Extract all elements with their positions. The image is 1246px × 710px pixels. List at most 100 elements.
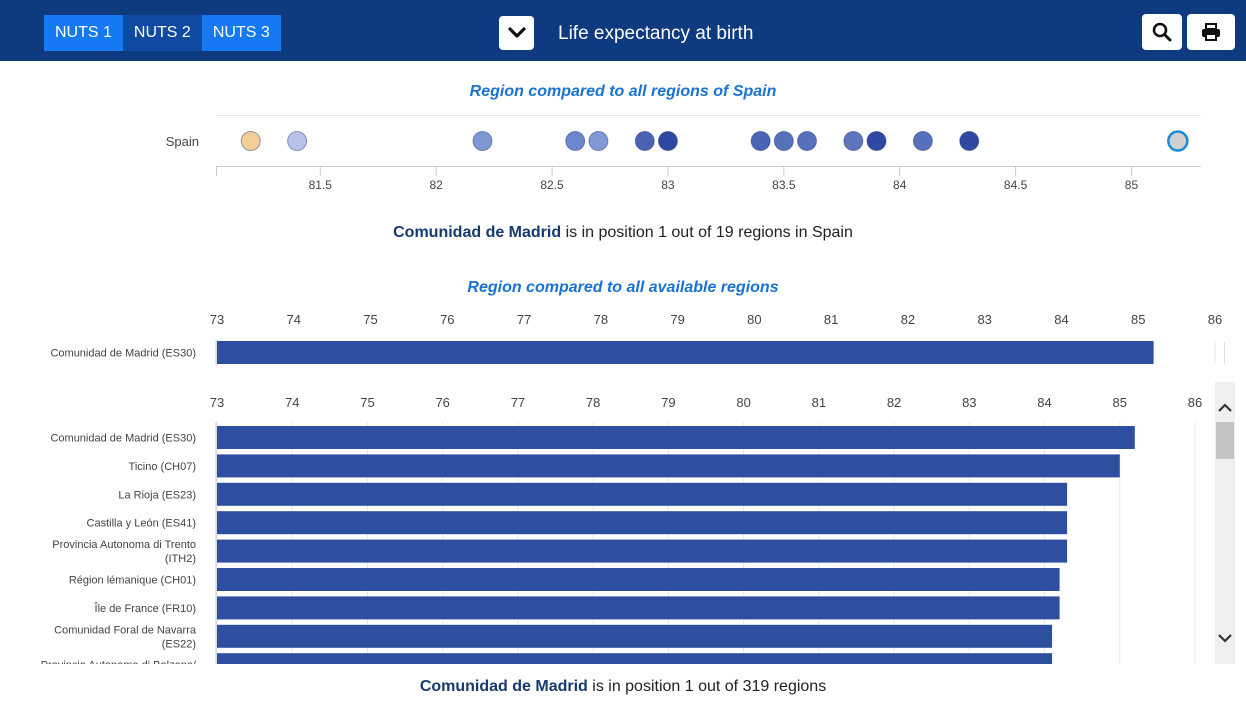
data-bar: [217, 511, 1068, 535]
category-label: Comunidad de Madrid (ES30): [50, 348, 196, 360]
x-tick-label: 82: [429, 178, 443, 192]
ranking-scrollbar[interactable]: [1215, 382, 1235, 664]
all-regions-position-text: Comunidad de Madrid is in position 1 out…: [0, 678, 1246, 696]
nuts-1-button[interactable]: NUTS 1: [44, 15, 123, 51]
data-point: [959, 131, 980, 151]
x-tick-label: 84.5: [1004, 178, 1028, 192]
x-tick-label: 83.5: [772, 178, 796, 192]
x-tick-label: 82: [887, 395, 901, 410]
x-tick-label: 85: [1131, 312, 1145, 327]
x-tick-label: 78: [594, 312, 608, 327]
all-position-region: Comunidad de Madrid: [419, 678, 588, 695]
x-tick-label: 81.5: [309, 178, 333, 192]
data-bar: [217, 341, 1154, 364]
scroll-up-icon[interactable]: [1215, 398, 1235, 418]
x-tick-label: 76: [435, 395, 449, 410]
x-tick-label: 74: [287, 312, 301, 327]
x-tick-label: 83: [962, 395, 976, 410]
spain-position-region: Comunidad de Madrid: [393, 224, 562, 241]
spain-position-text: Comunidad de Madrid is in position 1 out…: [0, 224, 1246, 242]
scrollbar-thumb[interactable]: [1216, 422, 1234, 459]
category-label: Provincia Autonoma di Bolzano/: [41, 660, 197, 664]
category-label: Comunidad de Madrid (ES30): [50, 433, 196, 445]
data-point: [912, 131, 933, 151]
data-point: [287, 131, 308, 151]
chevron-down-icon: [507, 27, 526, 38]
x-tick-label: 73: [210, 312, 224, 327]
x-tick-label: 77: [511, 395, 525, 410]
category-label: (ES22): [162, 638, 196, 650]
selected-region-bar-chart: 73 74 75 76 77 78 79 80 81 82 83 84 85 86 Comunidad de…: [50, 312, 1225, 365]
indicator-title: Life expectancy at birth: [558, 23, 754, 44]
data-bar: [217, 596, 1060, 620]
data-bar: [217, 568, 1060, 591]
scroll-down-icon[interactable]: [1215, 628, 1235, 648]
spain-position-detail: is in position 1 out of 19 regions in Sp…: [561, 224, 853, 241]
category-label: Spain: [166, 134, 199, 149]
x-tick-label: 74: [285, 395, 299, 410]
data-point: [797, 131, 817, 151]
x-tick-label: 86: [1188, 395, 1202, 410]
category-label: La Rioja (ES23): [118, 489, 196, 501]
category-label: (ITH2): [165, 553, 196, 565]
data-bar: [217, 653, 1053, 664]
x-tick-label: 86: [1208, 312, 1222, 327]
all-regions-title: Region compared to all available regions: [467, 279, 779, 296]
data-point: [866, 131, 887, 151]
x-tick-label: 82: [901, 312, 915, 327]
category-label: Ticino (CH07): [129, 461, 196, 473]
x-tick-label: 78: [586, 395, 600, 410]
category-label: Région lémanique (CH01): [69, 575, 196, 587]
spain-comparison-title: Region compared to all regions of Spain: [469, 83, 777, 100]
data-bar: [217, 454, 1120, 478]
all-position-detail: is in position 1 out of 319 regions: [587, 678, 827, 695]
data-bar: [217, 624, 1053, 648]
x-tick-label: 84: [1054, 312, 1068, 327]
x-tick-label: 76: [440, 312, 454, 327]
data-point: [773, 131, 794, 151]
data-point: [472, 131, 493, 151]
x-tick-label: 83: [661, 178, 675, 192]
category-label: Provincia Autonoma di Trento: [52, 539, 196, 551]
x-tick-label: 79: [670, 312, 684, 327]
indicator-dropdown-button[interactable]: [499, 16, 534, 50]
data-point: [565, 131, 586, 151]
x-tick-label: 81: [812, 395, 826, 410]
x-tick-label: 80: [736, 395, 750, 410]
x-tick-label: 81: [824, 312, 838, 327]
x-tick-label: 84: [893, 178, 907, 192]
search-icon: [1152, 22, 1172, 42]
data-point: [240, 131, 261, 151]
data-point: [750, 131, 771, 151]
x-tick-label: 80: [747, 312, 761, 327]
data-point: [634, 131, 655, 151]
data-point: [657, 131, 678, 151]
nuts-2-button[interactable]: NUTS 2: [122, 15, 202, 51]
category-label: Comunidad Foral de Navarra: [54, 624, 197, 636]
x-tick-label: 75: [363, 312, 377, 327]
x-tick-label: 85: [1125, 178, 1139, 192]
nuts-level-selector: NUTS 1 NUTS 2 NUTS 3: [44, 15, 281, 51]
region-ranking-bar-chart: 73 74 75 76 77 78 79 80 81 82 83 84 85 86 Comunidad de…: [41, 395, 1202, 664]
data-bar: [217, 482, 1068, 506]
data-point: [1167, 130, 1189, 152]
x-tick-label: 77: [517, 312, 531, 327]
data-bar: [217, 539, 1068, 563]
x-tick-label: 84: [1037, 395, 1051, 410]
x-tick-label: 85: [1113, 395, 1127, 410]
print-button[interactable]: [1187, 14, 1235, 50]
data-bar: [217, 426, 1135, 449]
nuts-3-button[interactable]: NUTS 3: [201, 15, 281, 51]
x-tick-label: 79: [661, 395, 675, 410]
x-tick-label: 75: [360, 395, 374, 410]
data-point: [843, 131, 864, 151]
print-icon: [1202, 23, 1220, 41]
data-point: [588, 131, 609, 151]
spain-dot-chart: Spain 81.5 82 82.5 83 83.5 84 84.5 85: [166, 115, 1201, 192]
category-label: Castilla y León (ES41): [87, 518, 196, 530]
x-tick-label: 83: [977, 312, 991, 327]
category-label: Île de France (FR10): [94, 602, 196, 615]
search-button[interactable]: [1142, 14, 1182, 50]
top-bar: NUTS 1 NUTS 2 NUTS 3 Life expectancy at …: [0, 0, 1246, 61]
x-tick-label: 73: [210, 395, 224, 410]
